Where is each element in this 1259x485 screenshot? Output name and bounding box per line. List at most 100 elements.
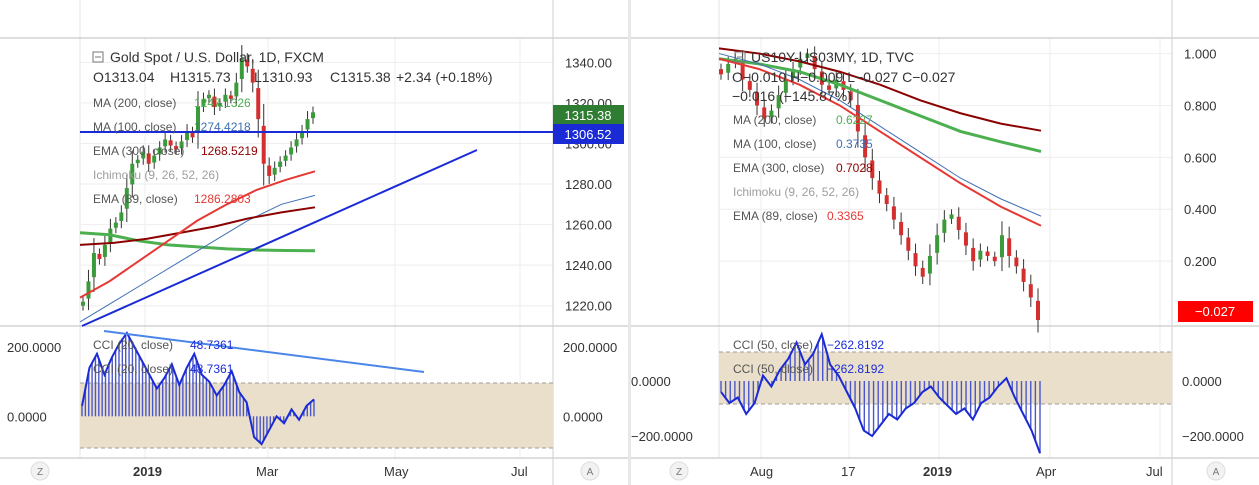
candle-body	[289, 147, 294, 155]
candle-body	[719, 69, 723, 75]
cci-trendline[interactable]	[103, 330, 425, 373]
price-axis[interactable]: 1.000 0.800 0.600 0.400 0.200	[1184, 47, 1217, 270]
candle-body	[102, 244, 107, 257]
price-tick-label: 0.800	[1184, 98, 1217, 113]
candle-body	[1007, 238, 1012, 256]
yield-spread-chart-panel[interactable]: US10Y-US03MY, 1D, TVC O−0.010 H−0.009 L−…	[631, 0, 1259, 485]
candle-body	[256, 88, 261, 120]
cci-axis[interactable]: 0.0000 0.0000 −200.0000 −200.0000	[631, 374, 1244, 444]
cci-line	[720, 331, 1041, 454]
candle-body	[157, 147, 162, 155]
ema300-line	[718, 47, 1042, 132]
gold-chart-panel[interactable]: Gold Spot / U.S. Dollar, 1D, FXCM O1313.…	[0, 0, 628, 485]
candle-body	[305, 119, 310, 130]
candle-body	[294, 139, 299, 147]
candle-body	[992, 256, 997, 262]
time-tick-aug: Aug	[750, 464, 773, 479]
cci-legend: CCI (20, close) 48.7361 CCI (20, close) …	[93, 338, 234, 376]
ind-label-4: EMA (89, close)	[733, 209, 818, 223]
candle-body	[1028, 284, 1033, 298]
time-tick-jul: Jul	[511, 464, 528, 479]
cci-value: 48.7361	[190, 338, 234, 352]
candle-body	[812, 55, 817, 70]
candle-body	[212, 96, 217, 107]
yield-indicator-legend: MA (200, close) 0.6227 MA (100, close) 0…	[733, 113, 873, 223]
candle-body	[97, 253, 102, 260]
ema89-line	[718, 57, 1042, 227]
candle-body	[913, 253, 918, 267]
price-tick-label: 0.200	[1184, 254, 1217, 269]
candle-body	[791, 69, 796, 78]
cci-axis[interactable]: 200.0000 200.0000 0.0000 0.0000	[7, 340, 617, 424]
candle-body	[91, 252, 96, 278]
ind-label-0: MA (200, close)	[733, 113, 816, 127]
candle-body	[152, 155, 157, 163]
candle-body	[956, 216, 961, 230]
candle-body	[124, 188, 129, 209]
candle-body	[884, 195, 889, 205]
price-badge: −0.027	[1178, 301, 1253, 322]
ind-value-4: 1286.2803	[194, 192, 251, 206]
cci-tick-label: 0.0000	[563, 409, 603, 424]
ind-value-1: 1274.4218	[194, 120, 251, 134]
candle-body	[985, 251, 990, 256]
candle-body	[1036, 300, 1040, 321]
ohlc-high: H1315.73	[170, 69, 231, 85]
ma200-line	[79, 231, 316, 253]
candle-body	[870, 160, 875, 179]
candle-body	[163, 139, 168, 147]
zoom-button[interactable]: Z	[30, 461, 50, 481]
ema300-line	[79, 206, 316, 246]
auto-scale-button[interactable]: A	[580, 461, 600, 481]
time-tick-apr: Apr	[1036, 464, 1057, 479]
candle-body	[228, 95, 233, 99]
collapse-icon[interactable]	[734, 51, 746, 63]
candle-body	[168, 140, 173, 146]
candle-body	[971, 247, 976, 262]
time-axis[interactable]: Aug 17 2019 Apr Jul	[750, 464, 1163, 479]
ohlc-values: O−0.010 H−0.009 L−0.027 C−0.027	[732, 69, 956, 85]
ohlc-close: C1315.38	[330, 69, 391, 85]
candle-body	[300, 131, 305, 139]
candle-body	[185, 131, 190, 140]
collapse-icon[interactable]	[92, 51, 104, 63]
ind-label-0: MA (200, close)	[93, 96, 176, 110]
zoom-button[interactable]: Z	[669, 461, 689, 481]
candle-body	[1014, 257, 1019, 267]
candle-body	[201, 98, 206, 106]
candle-body	[239, 58, 244, 79]
ind-value-4: 0.3365	[827, 209, 864, 223]
ind-label-2: EMA (300, close)	[93, 144, 184, 158]
cci-value-dup: −262.8192	[827, 362, 884, 376]
candle-body	[906, 237, 911, 251]
candle-body	[250, 68, 255, 83]
cci-label: CCI (50, close)	[733, 338, 813, 352]
price-tick-label: 1340.00	[565, 55, 612, 70]
time-tick-17: 17	[841, 464, 855, 479]
candle-body	[935, 235, 940, 253]
cci-value-dup: 48.7361	[190, 362, 234, 376]
candle-body	[245, 59, 250, 67]
ind-value-0: 0.6227	[836, 113, 873, 127]
time-axis[interactable]: 2019 Mar May Jul	[133, 464, 528, 479]
ind-value-2: 1268.5219	[201, 144, 258, 158]
cci-legend: CCI (50, close) −262.8192 CCI (50, close…	[733, 338, 884, 376]
panel-divider[interactable]	[628, 0, 631, 485]
candle-body	[130, 163, 135, 185]
price-tick-label: 1220.00	[565, 299, 612, 314]
trendline[interactable]	[81, 149, 478, 327]
cci-label: CCI (20, close)	[93, 338, 173, 352]
candle-body	[234, 82, 239, 97]
price-badge: 1315.38	[553, 105, 624, 125]
candle-body	[283, 155, 288, 161]
price-tick-label: 1280.00	[565, 177, 612, 192]
auto-scale-button[interactable]: A	[1206, 461, 1226, 481]
ma100-line	[79, 194, 316, 323]
time-tick-2019: 2019	[133, 464, 162, 479]
candle-body	[119, 212, 124, 222]
cci-tick-label-left: 0.0000	[7, 409, 47, 424]
candle-body	[135, 159, 140, 164]
candle-body	[217, 102, 222, 107]
ma100-line	[718, 53, 1042, 217]
